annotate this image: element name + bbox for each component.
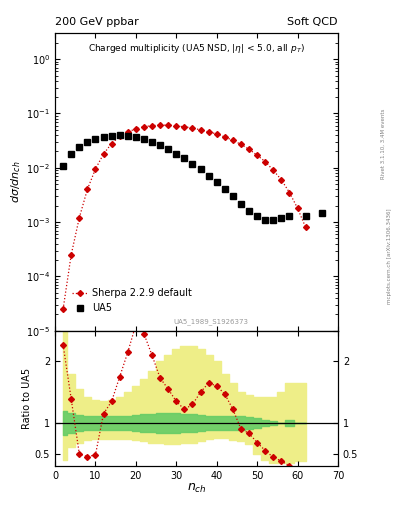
Sherpa 2.2.9 default bbox=[118, 133, 122, 139]
UA5 bbox=[214, 179, 219, 185]
Sherpa 2.2.9 default bbox=[166, 122, 171, 128]
Sherpa 2.2.9 default bbox=[206, 129, 211, 135]
UA5 bbox=[150, 139, 154, 145]
UA5 bbox=[69, 151, 73, 157]
UA5 bbox=[93, 136, 98, 142]
Sherpa 2.2.9 default bbox=[125, 129, 130, 135]
Text: Charged multiplicity (UA5 NSD, $|\eta|$ < 5.0, all $p_T$): Charged multiplicity (UA5 NSD, $|\eta|$ … bbox=[88, 42, 305, 55]
Sherpa 2.2.9 default bbox=[263, 159, 268, 165]
X-axis label: $n_{ch}$: $n_{ch}$ bbox=[187, 482, 206, 495]
UA5 bbox=[255, 213, 259, 219]
Line: Sherpa 2.2.9 default: Sherpa 2.2.9 default bbox=[61, 123, 308, 311]
UA5 bbox=[222, 186, 227, 193]
UA5 bbox=[303, 213, 308, 219]
UA5 bbox=[279, 215, 284, 221]
UA5 bbox=[77, 144, 82, 150]
Sherpa 2.2.9 default bbox=[247, 146, 252, 152]
UA5 bbox=[85, 139, 90, 145]
UA5 bbox=[239, 200, 243, 206]
UA5 bbox=[182, 155, 187, 161]
UA5 bbox=[166, 146, 171, 152]
Sherpa 2.2.9 default bbox=[303, 224, 308, 230]
Sherpa 2.2.9 default bbox=[214, 131, 219, 137]
UA5 bbox=[231, 193, 235, 199]
Line: UA5: UA5 bbox=[61, 132, 325, 223]
Y-axis label: $d\sigma/dn_{ch}$: $d\sigma/dn_{ch}$ bbox=[9, 161, 23, 203]
Sherpa 2.2.9 default bbox=[287, 189, 292, 196]
Text: UA5_1989_S1926373: UA5_1989_S1926373 bbox=[173, 318, 248, 325]
Sherpa 2.2.9 default bbox=[101, 151, 106, 157]
Sherpa 2.2.9 default bbox=[190, 125, 195, 131]
Sherpa 2.2.9 default bbox=[158, 122, 162, 128]
UA5 bbox=[125, 133, 130, 139]
Sherpa 2.2.9 default bbox=[271, 167, 275, 174]
Sherpa 2.2.9 default bbox=[295, 205, 300, 211]
Sherpa 2.2.9 default bbox=[198, 127, 203, 133]
Text: 200 GeV ppbar: 200 GeV ppbar bbox=[55, 16, 139, 27]
UA5 bbox=[101, 134, 106, 140]
UA5 bbox=[158, 142, 162, 148]
UA5 bbox=[206, 173, 211, 179]
Sherpa 2.2.9 default bbox=[231, 137, 235, 143]
Sherpa 2.2.9 default bbox=[141, 124, 146, 130]
Sherpa 2.2.9 default bbox=[85, 186, 90, 193]
UA5 bbox=[320, 209, 324, 216]
Sherpa 2.2.9 default bbox=[279, 177, 284, 183]
UA5 bbox=[263, 217, 268, 223]
Text: Rivet 3.1.10, 3.4M events: Rivet 3.1.10, 3.4M events bbox=[381, 108, 386, 179]
UA5 bbox=[190, 160, 195, 166]
Sherpa 2.2.9 default bbox=[174, 123, 179, 129]
Sherpa 2.2.9 default bbox=[150, 122, 154, 129]
Sherpa 2.2.9 default bbox=[255, 152, 259, 158]
Text: mcplots.cern.ch [arXiv:1306.3436]: mcplots.cern.ch [arXiv:1306.3436] bbox=[387, 208, 391, 304]
Sherpa 2.2.9 default bbox=[69, 252, 73, 258]
Text: Soft QCD: Soft QCD bbox=[288, 16, 338, 27]
UA5 bbox=[109, 133, 114, 139]
UA5 bbox=[134, 134, 138, 140]
Sherpa 2.2.9 default bbox=[222, 134, 227, 140]
UA5 bbox=[271, 217, 275, 223]
UA5 bbox=[247, 208, 252, 214]
Legend: Sherpa 2.2.9 default, UA5: Sherpa 2.2.9 default, UA5 bbox=[68, 284, 195, 317]
Sherpa 2.2.9 default bbox=[77, 215, 82, 221]
Sherpa 2.2.9 default bbox=[61, 306, 66, 312]
Sherpa 2.2.9 default bbox=[134, 126, 138, 132]
UA5 bbox=[174, 151, 179, 157]
UA5 bbox=[141, 136, 146, 142]
UA5 bbox=[61, 162, 66, 168]
Y-axis label: Ratio to UA5: Ratio to UA5 bbox=[22, 368, 32, 429]
Sherpa 2.2.9 default bbox=[182, 124, 187, 130]
Sherpa 2.2.9 default bbox=[93, 166, 98, 172]
Sherpa 2.2.9 default bbox=[239, 141, 243, 147]
UA5 bbox=[287, 213, 292, 219]
UA5 bbox=[198, 166, 203, 172]
Sherpa 2.2.9 default bbox=[109, 140, 114, 146]
UA5 bbox=[118, 132, 122, 138]
